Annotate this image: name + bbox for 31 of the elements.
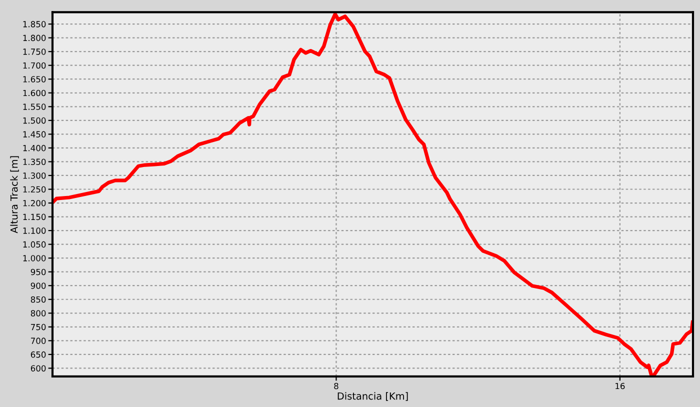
y-tick-label: 1.400 bbox=[23, 144, 46, 152]
y-tick-label: 1.800 bbox=[23, 34, 46, 42]
y-tick-label: 1.850 bbox=[23, 21, 46, 28]
y-axis-title: Altura Track [m] bbox=[10, 156, 19, 234]
y-tick-label: 1.200 bbox=[23, 200, 46, 206]
y-tick-label: 1.600 bbox=[23, 90, 46, 96]
y-tick-label: 1.450 bbox=[23, 131, 46, 138]
y-tick-label: 900 bbox=[30, 282, 46, 289]
y-tick-label: 1.050 bbox=[23, 241, 46, 248]
y-tick-label: 800 bbox=[30, 310, 46, 316]
x-axis-title: Distancia [Km] bbox=[338, 392, 408, 401]
y-tick-label: 750 bbox=[31, 324, 46, 330]
x-tick-label: 16 bbox=[616, 382, 625, 390]
y-tick-label: 1.300 bbox=[23, 172, 46, 179]
y-tick-label: 600 bbox=[30, 365, 46, 372]
line-series bbox=[52, 12, 693, 376]
y-tick-label: 850 bbox=[30, 296, 46, 303]
y-tick-label: 1.100 bbox=[23, 228, 46, 234]
y-tick-label: 1.750 bbox=[23, 48, 46, 55]
y-tick-label: 1.650 bbox=[23, 76, 46, 82]
y-tick-label: 1.150 bbox=[23, 214, 46, 220]
x-tick-label: 8 bbox=[334, 382, 338, 390]
y-tick-label: 1.000 bbox=[23, 255, 46, 262]
y-tick-label: 1.700 bbox=[23, 62, 46, 69]
y-tick-label: 950 bbox=[30, 268, 46, 276]
y-tick-label: 1.500 bbox=[23, 117, 46, 124]
y-tick-label: 700 bbox=[31, 338, 46, 344]
y-tick-label: 1.350 bbox=[23, 158, 46, 165]
y-tick-label: 650 bbox=[30, 351, 46, 358]
y-tick-label: 1.250 bbox=[23, 186, 46, 193]
y-tick-label: 1.550 bbox=[23, 104, 46, 110]
